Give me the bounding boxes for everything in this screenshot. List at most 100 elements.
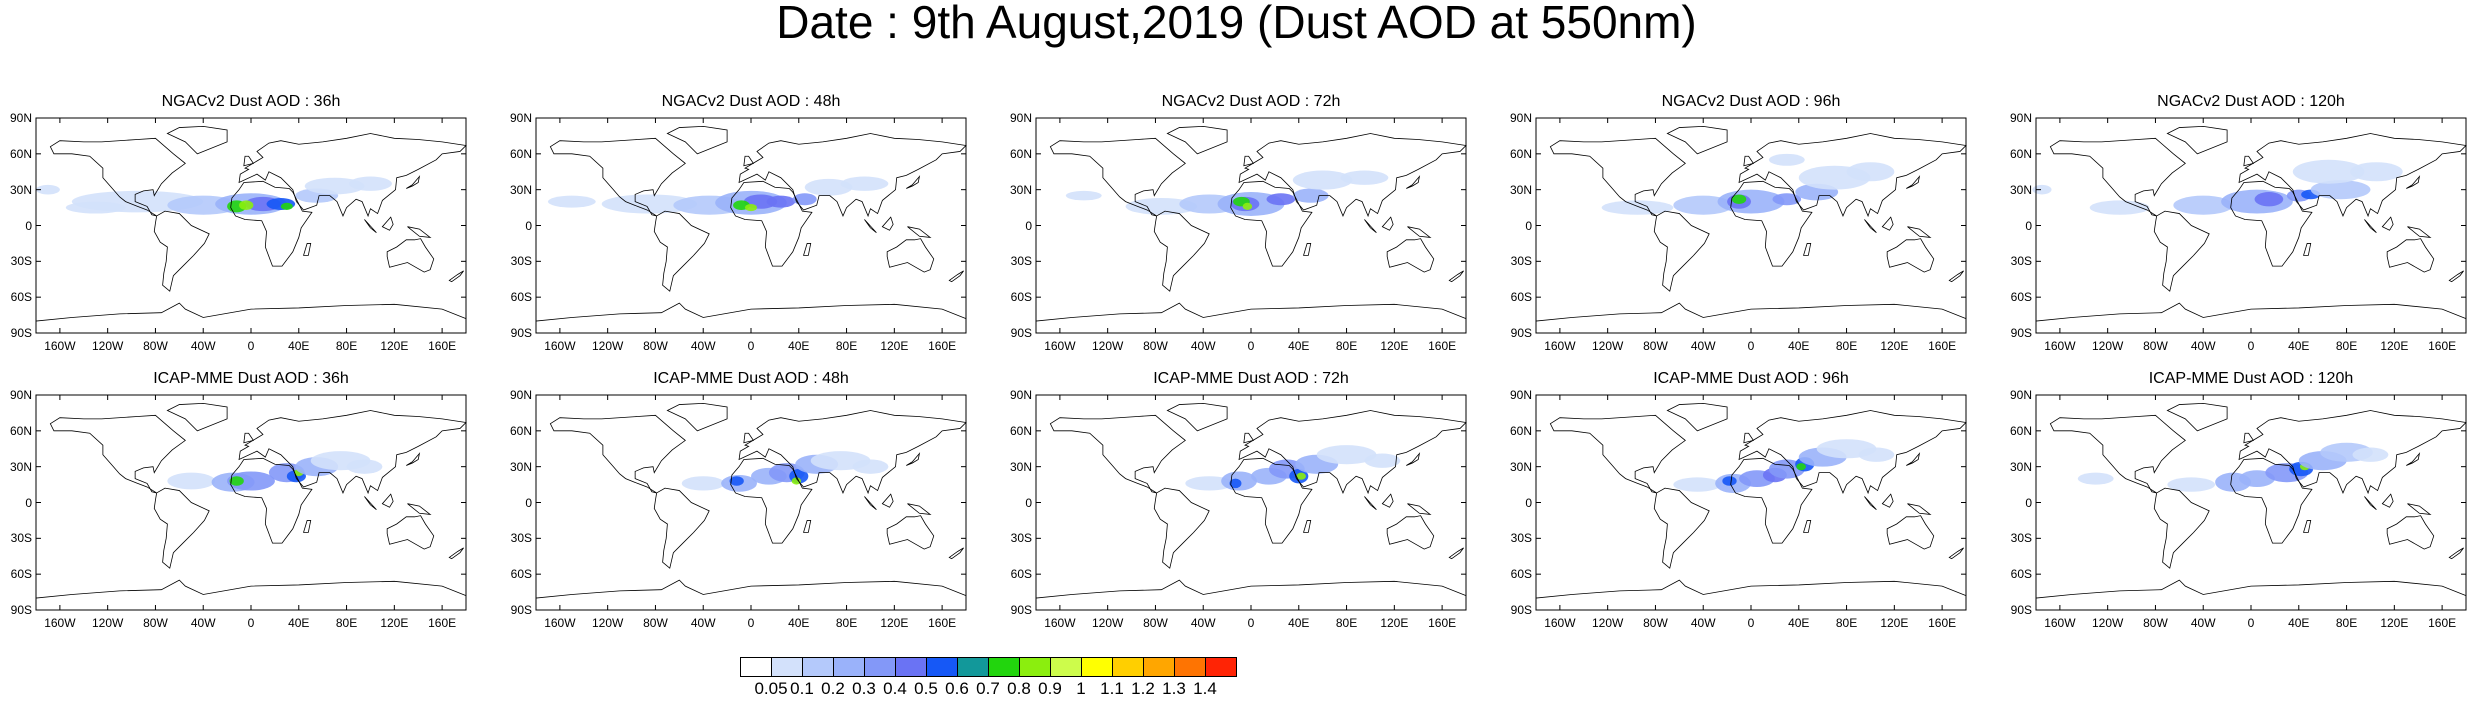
lon-tick-label: 80E <box>1335 616 1358 630</box>
lat-tick-label: 60S <box>2010 567 2032 582</box>
lon-tick-label: 80E <box>1335 339 1358 353</box>
coastline <box>1381 216 1394 231</box>
colorbar-label: 0.05 <box>754 679 788 698</box>
lon-tick-label: 160E <box>428 339 457 353</box>
dust-plume <box>1266 193 1296 206</box>
coastline <box>386 238 435 273</box>
lat-tick-label: 60N <box>1009 423 1032 438</box>
coastline <box>1886 238 1935 273</box>
lon-tick-label: 40E <box>1788 339 1810 353</box>
lon-tick-label: 80W <box>1643 339 1668 353</box>
coastline <box>1407 503 1432 515</box>
coastline <box>1907 503 1932 515</box>
lon-tick-label: 120E <box>380 339 409 353</box>
lat-tick-label: 90S <box>1010 326 1032 340</box>
dust-aod-map <box>535 117 967 334</box>
lat-tick-label: 0 <box>525 218 532 233</box>
coastline <box>1153 487 1210 569</box>
dust-plume <box>1673 477 1722 492</box>
lat-tick-label: 0 <box>1525 218 1532 233</box>
coastline <box>2230 180 2313 267</box>
lon-tick-label: 0 <box>247 616 255 630</box>
lat-tick-label: 60S <box>1010 290 1032 305</box>
main-title: Date : 9th August,2019 (Dust AOD at 550n… <box>776 0 1697 48</box>
lat-tick-label: 90N <box>509 388 532 402</box>
dust-plume <box>1796 463 1806 471</box>
dust-plume <box>1846 162 1895 182</box>
coastline <box>1364 496 1377 510</box>
lon-tick-label: 80W <box>1143 616 1168 630</box>
lon-tick-label: 80E <box>2335 616 2358 630</box>
coastline <box>1303 243 1312 256</box>
lon-tick-label: 80W <box>2143 616 2168 630</box>
colorbar-label: 0.5 <box>914 679 938 698</box>
coastline <box>1864 496 1877 510</box>
coastline <box>1238 133 1467 218</box>
coastline <box>2238 133 2467 218</box>
dust-plume <box>729 476 744 486</box>
lon-tick-label: 40E <box>288 339 310 353</box>
coastline <box>1386 515 1435 550</box>
panel-title: ICAP-MME Dust AOD : 36h <box>153 370 349 387</box>
coastline <box>1230 457 1313 544</box>
lat-tick-label: 30S <box>2010 531 2032 546</box>
map-frame <box>1035 394 1467 611</box>
lon-tick-label: 0 <box>747 339 755 353</box>
lon-tick-label: 160E <box>1428 339 1457 353</box>
lat-tick-label: 60N <box>9 423 32 438</box>
coastline <box>303 520 312 533</box>
dust-plume <box>2089 200 2150 215</box>
lat-tick-label: 30N <box>9 459 32 474</box>
coastline <box>2230 457 2313 544</box>
lat-tick-label: 0 <box>2025 495 2032 510</box>
coastline <box>2381 493 2394 508</box>
dust-plume <box>2077 472 2114 485</box>
dust-plume <box>1292 170 1353 190</box>
lon-tick-label: 80E <box>1835 339 1858 353</box>
coastline <box>166 125 228 155</box>
lon-tick-label: 160E <box>928 339 957 353</box>
coastline <box>2303 520 2312 533</box>
panel-title: ICAP-MME Dust AOD : 48h <box>653 370 849 387</box>
lat-tick-label: 90S <box>10 603 32 617</box>
coastline <box>406 175 421 189</box>
coastline <box>1906 175 1921 189</box>
lon-tick-label: 120W <box>591 339 624 353</box>
lon-tick-label: 80E <box>335 616 358 630</box>
lon-tick-label: 80E <box>2335 339 2358 353</box>
lat-tick-label: 60S <box>510 567 532 582</box>
map-frame <box>2035 394 2467 611</box>
dust-plume <box>36 184 60 195</box>
lat-tick-label: 90S <box>1510 326 1532 340</box>
panel-title: ICAP-MME Dust AOD : 72h <box>1153 370 1349 387</box>
lat-tick-label: 60N <box>9 146 32 161</box>
lat-tick-label: 0 <box>1025 495 1032 510</box>
lat-tick-label: 0 <box>1525 495 1532 510</box>
map-frame <box>35 117 467 334</box>
coastline <box>886 238 935 273</box>
lat-tick-label: 30S <box>1010 254 1032 269</box>
lat-tick-label: 30S <box>2010 254 2032 269</box>
coastline <box>1803 243 1812 256</box>
lon-tick-label: 120W <box>1591 339 1624 353</box>
coastline <box>1653 487 1710 569</box>
colorbar-label: 0.6 <box>945 679 969 698</box>
coastline <box>666 402 728 432</box>
map-frame <box>1535 117 1967 334</box>
coastline <box>1243 155 1255 167</box>
colorbar-swatch <box>1081 657 1113 677</box>
coastline <box>1230 180 1313 267</box>
dust-plume <box>1065 190 1102 201</box>
lon-tick-label: 80E <box>835 339 858 353</box>
lat-tick-label: 90N <box>1509 111 1532 125</box>
colorbar-label: 0.2 <box>821 679 845 698</box>
coastline <box>1303 520 1312 533</box>
lat-tick-label: 30N <box>509 182 532 197</box>
dust-plume <box>1292 188 1329 203</box>
coastline <box>1243 432 1255 444</box>
coastline <box>166 402 228 432</box>
coastline <box>1381 493 1394 508</box>
dust-plume <box>227 471 275 491</box>
lat-tick-label: 60S <box>1010 567 1032 582</box>
coastline <box>1948 270 1964 283</box>
